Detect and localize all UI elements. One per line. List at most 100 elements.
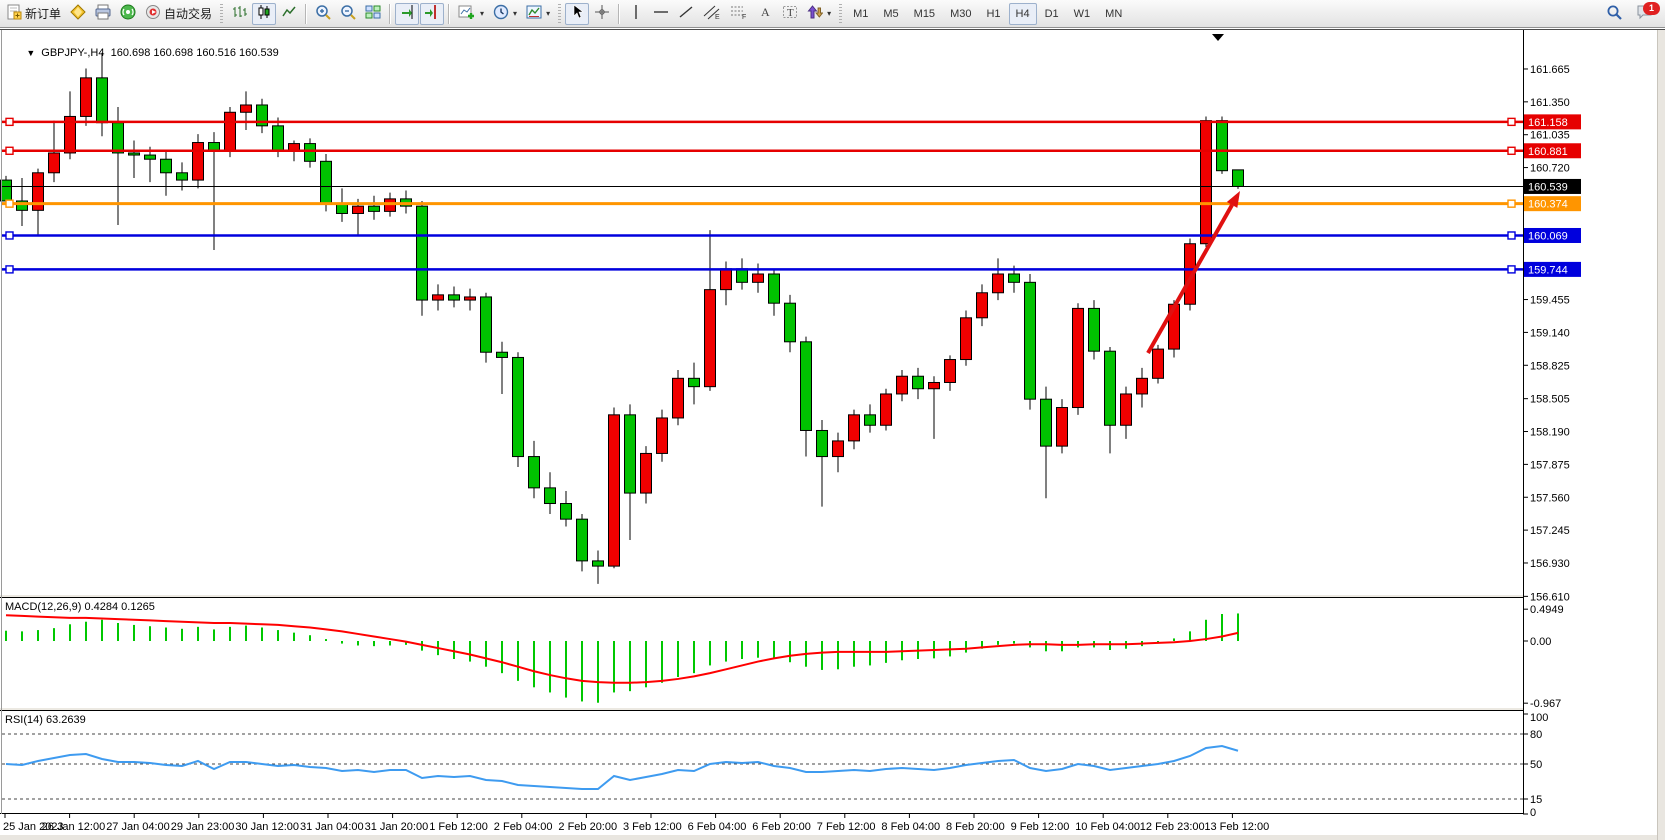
arrows-icon bbox=[807, 4, 824, 23]
bar-chart-button[interactable] bbox=[227, 3, 251, 25]
zoom-in-button[interactable] bbox=[311, 3, 335, 25]
price-axis-tick: 158.190 bbox=[1530, 427, 1570, 439]
chart-canvas[interactable]: 161.665161.350161.035160.720160.405160.0… bbox=[0, 30, 1665, 840]
price-badge-text: 160.374 bbox=[1528, 199, 1568, 211]
candle-body bbox=[544, 487, 556, 505]
price-badge bbox=[1524, 227, 1581, 243]
search-button[interactable] bbox=[1602, 3, 1627, 25]
line-handle bbox=[5, 199, 14, 208]
zoom-out-button[interactable] bbox=[336, 3, 360, 25]
tile-windows-button[interactable] bbox=[361, 3, 385, 25]
candle-body bbox=[256, 104, 268, 127]
chart-window: 161.665161.350161.035160.720160.405160.0… bbox=[0, 29, 1665, 840]
svg-text:E: E bbox=[715, 14, 720, 20]
news-button[interactable] bbox=[116, 3, 140, 25]
window-edge bbox=[1657, 30, 1665, 840]
print-button[interactable] bbox=[91, 3, 115, 25]
rsi-label: RSI(14) 63.2639 bbox=[5, 714, 86, 726]
text-button[interactable]: A bbox=[753, 3, 777, 25]
printer-icon bbox=[95, 4, 111, 23]
timeframe-m15-button[interactable]: M15 bbox=[907, 3, 942, 25]
line-handle bbox=[1507, 199, 1516, 208]
auto-trading-button[interactable]: 自动交易 bbox=[141, 3, 216, 25]
timeframe-m1-button[interactable]: M1 bbox=[846, 3, 875, 25]
rsi-axis-tick: 100 bbox=[1530, 712, 1548, 724]
candle-body bbox=[192, 142, 204, 181]
candlestick-chart-button[interactable] bbox=[252, 2, 277, 25]
date-axis-label: 27 Jan 04:00 bbox=[106, 821, 170, 833]
date-axis-label: 9 Feb 12:00 bbox=[1011, 821, 1070, 833]
chart-title: ▼ GBPJPY-,H4 160.698 160.698 160.516 160.… bbox=[8, 35, 278, 71]
candle-body bbox=[944, 359, 956, 383]
timeframe-h4-button[interactable]: H4 bbox=[1008, 2, 1037, 25]
line-chart-icon bbox=[281, 4, 297, 23]
dropdown-caret-icon: ▾ bbox=[546, 9, 551, 18]
new-order-icon bbox=[6, 4, 22, 23]
notifications-button[interactable]: 1 bbox=[1633, 1, 1660, 25]
vertical-line-button[interactable] bbox=[624, 3, 648, 25]
candle-body bbox=[1024, 281, 1036, 400]
price-axis-tick: 161.035 bbox=[1530, 130, 1570, 142]
auto-scroll-button[interactable] bbox=[395, 2, 420, 25]
crosshair-button[interactable] bbox=[590, 3, 614, 25]
candle-body bbox=[672, 377, 684, 419]
price-badge-text: 160.881 bbox=[1528, 146, 1568, 158]
candle-body bbox=[1152, 348, 1164, 379]
timeframe-h1-button[interactable]: H1 bbox=[979, 3, 1007, 25]
timeframe-mn-button[interactable]: MN bbox=[1098, 3, 1129, 25]
line-chart-button[interactable] bbox=[277, 3, 301, 25]
timeframe-w1-button[interactable]: W1 bbox=[1067, 3, 1098, 25]
auto-trading-label: 自动交易 bbox=[164, 7, 213, 21]
fibonacci-button[interactable]: F bbox=[726, 3, 752, 25]
price-badge bbox=[1524, 143, 1581, 159]
periods-button[interactable]: ▾ bbox=[489, 3, 521, 25]
candle-body bbox=[688, 377, 700, 388]
timeframe-label: W1 bbox=[1073, 7, 1091, 20]
candle-body bbox=[704, 289, 716, 388]
date-axis-label: 30 Jan 12:00 bbox=[235, 821, 299, 833]
macd-signal-line bbox=[5, 614, 1239, 684]
candle-body bbox=[848, 414, 860, 442]
price-badge bbox=[1524, 178, 1581, 194]
date-axis-label: 7 Feb 12:00 bbox=[817, 821, 876, 833]
date-axis-label: 8 Feb 04:00 bbox=[881, 821, 940, 833]
line-handle bbox=[5, 231, 14, 240]
candle-body bbox=[608, 414, 620, 567]
trendline-button[interactable] bbox=[674, 3, 698, 25]
templates-button[interactable]: ▾ bbox=[522, 3, 554, 25]
equidistant-channel-button[interactable]: E bbox=[699, 3, 725, 25]
rsi-axis-tick: 0 bbox=[1530, 807, 1536, 819]
new-order-button[interactable]: 新订单 bbox=[2, 3, 65, 25]
timeframe-m30-button[interactable]: M30 bbox=[943, 3, 978, 25]
line-handle bbox=[1507, 117, 1516, 127]
cursor-button[interactable] bbox=[565, 2, 590, 25]
toolbar-grip bbox=[839, 3, 843, 24]
indicators-button[interactable]: ▾ bbox=[454, 3, 488, 25]
candle-body bbox=[304, 143, 316, 162]
price-axis-tick: 158.825 bbox=[1530, 360, 1570, 372]
price-axis-tick: 156.930 bbox=[1530, 558, 1570, 570]
chart-shift-button[interactable] bbox=[420, 2, 445, 25]
chart-title-collapse-icon[interactable]: ▼ bbox=[26, 48, 36, 58]
horizontal-line-button[interactable] bbox=[649, 3, 673, 25]
trend-arrow-line bbox=[1146, 203, 1234, 354]
date-axis-label: 3 Feb 12:00 bbox=[623, 821, 682, 833]
line-handle bbox=[1507, 265, 1516, 274]
candle-body bbox=[48, 152, 60, 174]
price-chart-svg: 161.665161.350161.035160.720160.405160.0… bbox=[0, 30, 1665, 840]
date-axis-label: 25 Jan 2023 bbox=[3, 821, 64, 833]
date-axis-label: 2 Feb 04:00 bbox=[494, 821, 553, 833]
timeframe-m5-button[interactable]: M5 bbox=[876, 3, 905, 25]
candle-body bbox=[320, 160, 332, 204]
candle-body bbox=[1184, 243, 1196, 305]
text-label-button[interactable]: T bbox=[778, 3, 802, 25]
arrows-button[interactable]: ▾ bbox=[803, 3, 835, 25]
macd-axis-tick: -0.967 bbox=[1530, 698, 1561, 710]
price-badge bbox=[1524, 114, 1581, 130]
candle-body bbox=[1072, 307, 1084, 409]
candle-body bbox=[480, 296, 492, 353]
candle-body bbox=[1200, 120, 1212, 245]
line-handle bbox=[5, 265, 14, 274]
quotes-button[interactable] bbox=[66, 3, 90, 25]
timeframe-d1-button[interactable]: D1 bbox=[1038, 3, 1066, 25]
